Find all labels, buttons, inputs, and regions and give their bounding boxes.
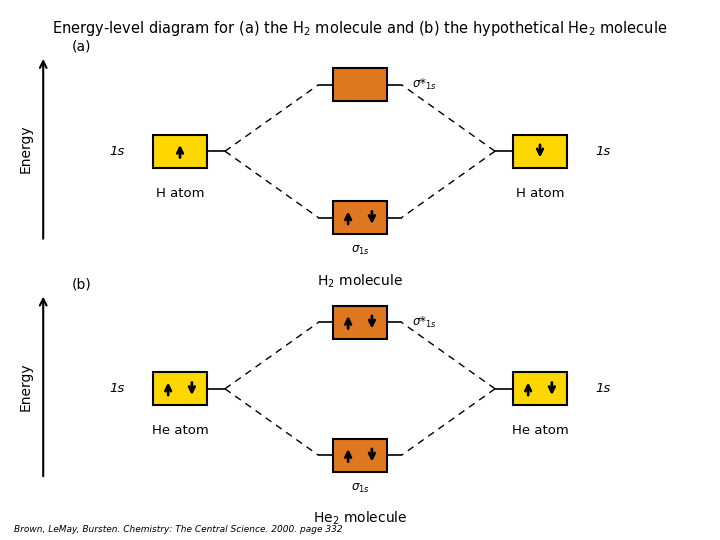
Text: Brown, LeMay, Bursten. Chemistry: The Central Science. 2000. page 332: Brown, LeMay, Bursten. Chemistry: The Ce… [14, 524, 343, 534]
Bar [333, 201, 387, 234]
Bar [333, 68, 387, 102]
Text: He atom: He atom [152, 424, 208, 437]
Text: H atom: H atom [156, 187, 204, 200]
Text: Energy: Energy [18, 125, 32, 173]
Bar [513, 134, 567, 168]
Text: Energy: Energy [18, 362, 32, 411]
Bar [513, 372, 567, 406]
Text: 1s: 1s [596, 382, 611, 395]
Text: σ*$_{1s}$: σ*$_{1s}$ [412, 315, 437, 330]
Text: σ*$_{1s}$: σ*$_{1s}$ [412, 77, 437, 92]
Bar [333, 306, 387, 339]
Text: He$_2$ molecule: He$_2$ molecule [312, 510, 408, 528]
Text: He atom: He atom [512, 424, 568, 437]
Text: H atom: H atom [516, 187, 564, 200]
Text: 1s: 1s [109, 382, 124, 395]
Text: H$_2$ molecule: H$_2$ molecule [317, 272, 403, 290]
Text: (a): (a) [72, 39, 91, 53]
Text: (b): (b) [72, 277, 91, 291]
Bar [153, 134, 207, 168]
Text: σ$_{1s}$: σ$_{1s}$ [351, 482, 369, 495]
Text: Energy-level diagram for (a) the H$_2$ molecule and (b) the hypothetical He$_2$ : Energy-level diagram for (a) the H$_2$ m… [53, 19, 667, 38]
Text: σ$_{1s}$: σ$_{1s}$ [351, 244, 369, 257]
Bar [153, 372, 207, 406]
Text: 1s: 1s [109, 145, 124, 158]
Bar [333, 438, 387, 472]
Text: 1s: 1s [596, 145, 611, 158]
